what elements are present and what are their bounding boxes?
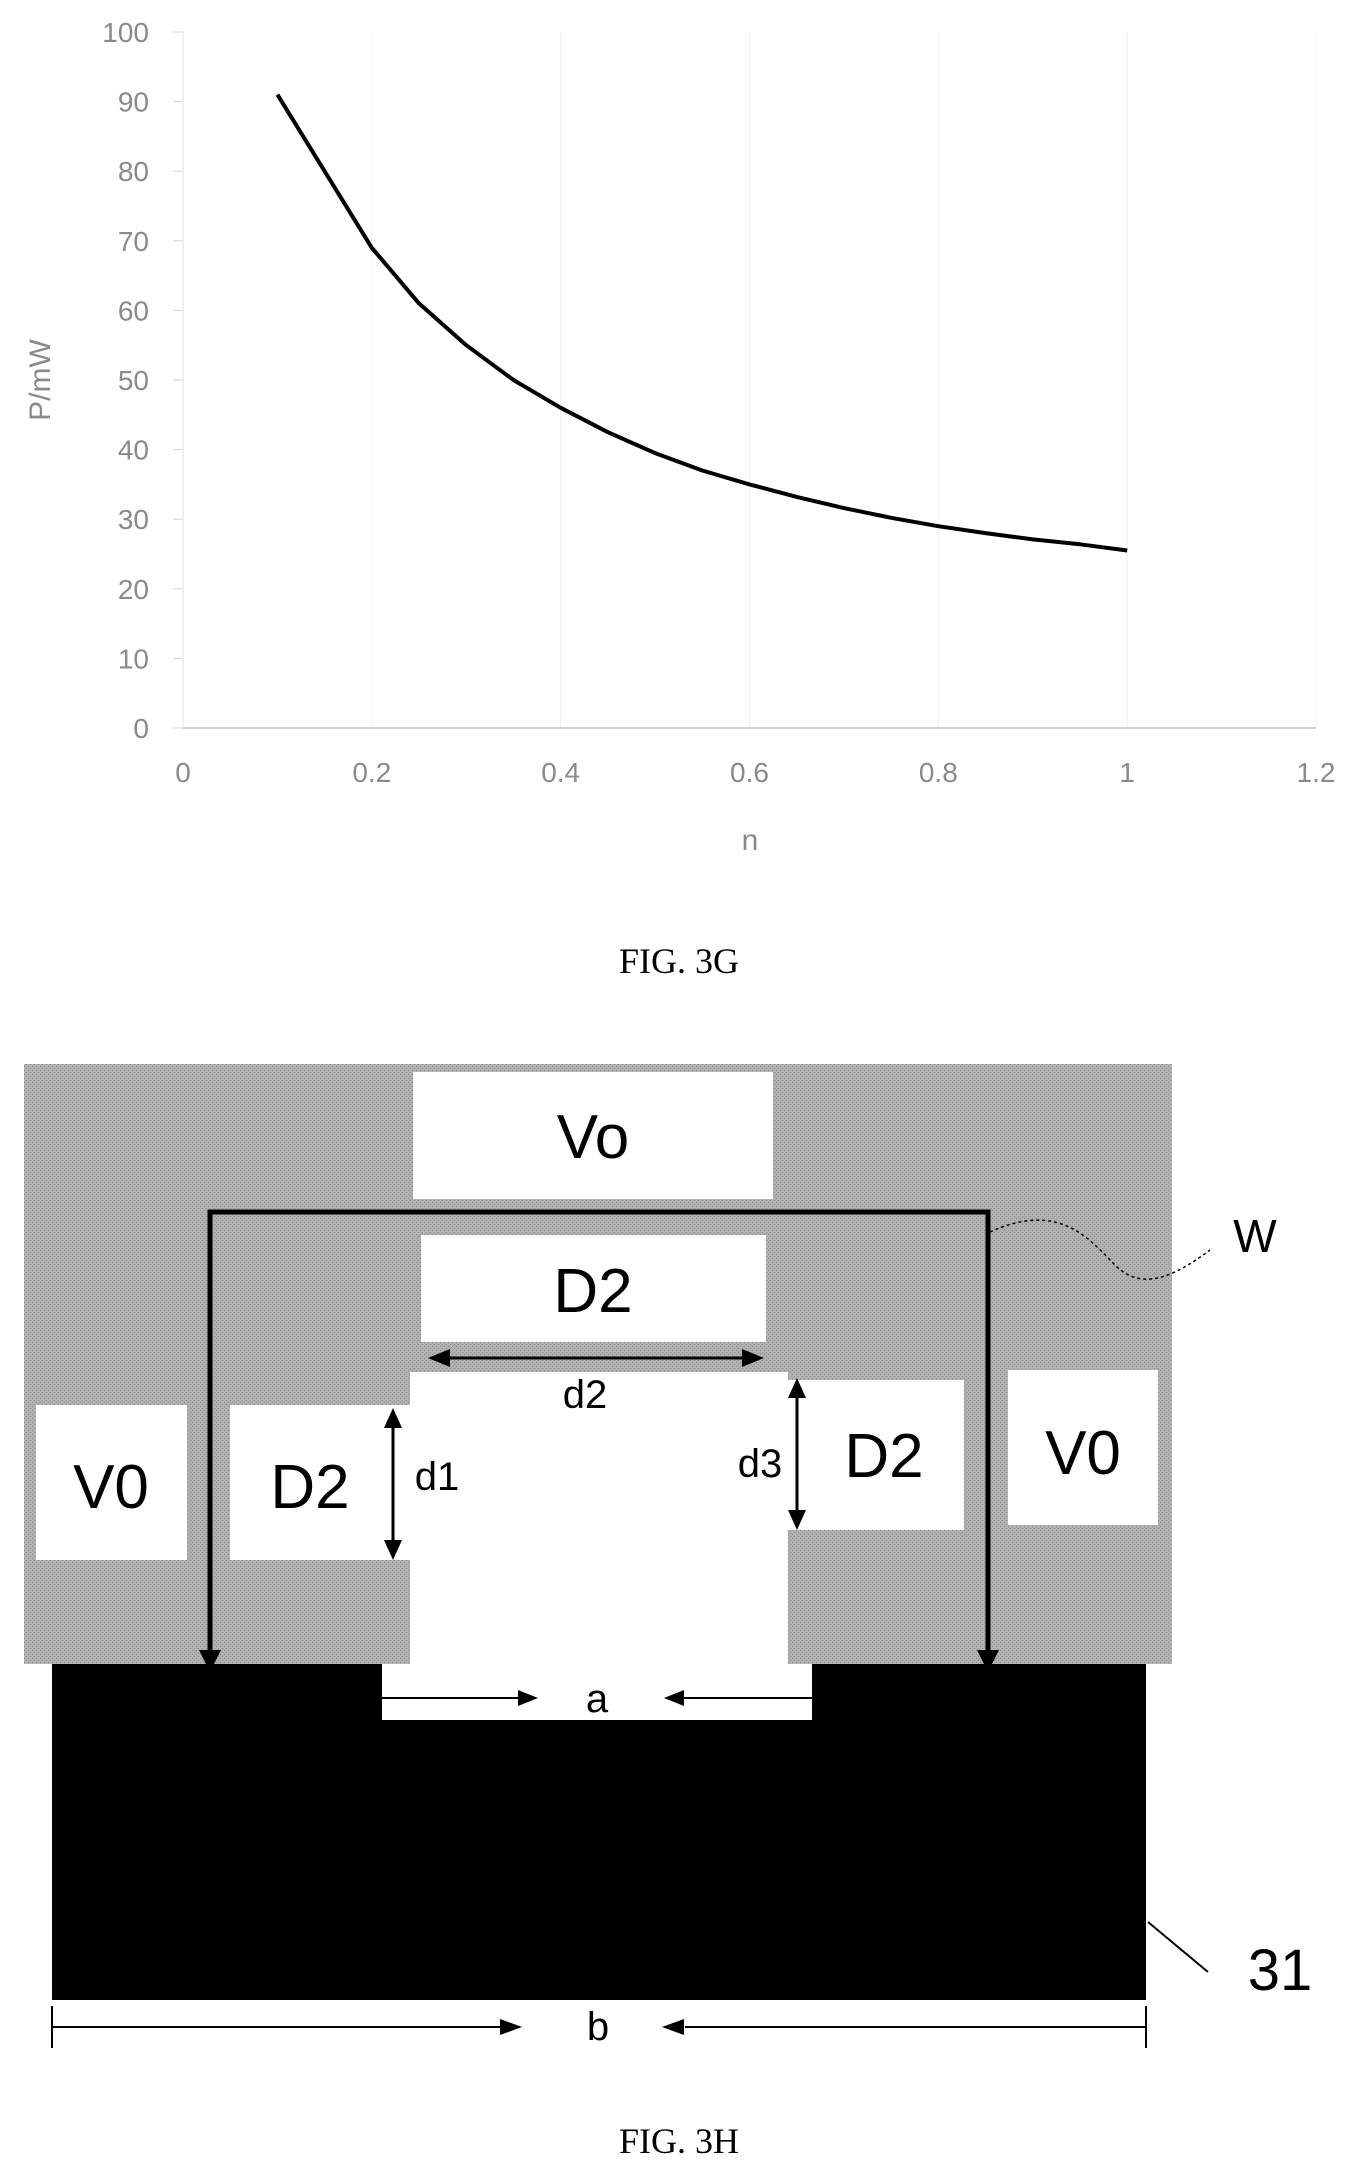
d2-top-box [421,1235,766,1342]
x-tick-labels: 0 0.2 0.4 0.6 0.8 1 1.2 [175,757,1335,788]
a-arrowhead-right [664,1690,684,1706]
d2-dimension-label: d2 [563,1373,608,1417]
x-tick-label: 0.8 [919,757,958,788]
chart-grid [371,32,1317,728]
b-dimension-label: b [587,2005,609,2049]
y-tick-label: 90 [118,87,149,118]
w-path [207,1209,991,1660]
v0-left-box [36,1405,187,1560]
y-axis-title: P/mW [24,338,57,420]
x-tick-label: 1 [1119,757,1135,788]
y-tick-label: 60 [118,295,149,326]
w-arrowhead-right [977,1650,999,1672]
y-tick-label: 10 [118,643,149,674]
y-tick-label: 50 [118,365,149,396]
substrate-leader-line [1147,1921,1209,1973]
y-tick-label: 30 [118,504,149,535]
d3-arrowhead-top [788,1378,806,1398]
figure-3g-caption: FIG. 3G [618,941,739,981]
substrate-31 [52,1664,1146,2000]
y-tick-label: 20 [118,574,149,605]
x-tick-label: 0.4 [541,757,580,788]
d2-top-label: D2 [553,1257,632,1326]
b-arrowhead-right [662,2019,684,2035]
vo-top-label: Vo [557,1103,629,1172]
d1-arrowhead-top [384,1408,402,1428]
figure-3h-caption: FIG. 3H [618,2121,739,2161]
y-tick-labels: 0 10 20 30 40 50 60 70 80 90 100 [102,17,183,744]
a-dimension-label: a [586,1677,609,1721]
w-reference-label: W [1233,1210,1277,1262]
y-tick-label: 100 [102,17,149,48]
v0-right-box [1008,1370,1158,1525]
d2-right-label: D2 [844,1422,923,1491]
x-axis-title: n [742,824,759,857]
d3-arrowhead-bottom [788,1510,806,1530]
vo-top-box [413,1072,773,1199]
d2-left-label: D2 [270,1453,349,1522]
y-tick-label: 70 [118,226,149,257]
d3-dimension-label: d3 [738,1442,783,1486]
y-tick-label: 40 [118,435,149,466]
electrode-structure-diagram: Vo D2 V0 D2 D2 V0 W d2 d1 d3 a b 31 [24,1064,1313,2049]
substrate-reference-label: 31 [1248,1938,1313,2003]
d2-arrowhead-left [428,1349,450,1367]
w-arrowhead-left [199,1650,221,1672]
y-tick-label: 80 [118,156,149,187]
d1-arrowhead-bottom [384,1540,402,1560]
d2-right-box [788,1380,964,1530]
v0-left-label: V0 [73,1453,149,1522]
w-leader-line [989,1219,1211,1280]
x-tick-label: 1.2 [1297,757,1336,788]
d2-arrowhead-right [742,1349,764,1367]
b-arrowhead-left [500,2019,522,2035]
a-arrowhead-left [518,1690,538,1706]
x-tick-label: 0.2 [352,757,391,788]
d1-dimension-label: d1 [415,1455,460,1499]
central-gap [410,1372,788,1667]
x-tick-label: 0 [175,757,191,788]
series-layer [275,93,1128,553]
x-tick-label: 0.6 [730,757,769,788]
series-line [275,93,1128,553]
power-vs-n-chart: 0 10 20 30 40 50 60 70 80 90 100 0 0.2 0.4 0.6 0.8 1 1.2… [24,17,1335,857]
d2-left-box [230,1405,410,1560]
y-tick-label: 0 [133,713,149,744]
v0-right-label: V0 [1045,1419,1121,1488]
